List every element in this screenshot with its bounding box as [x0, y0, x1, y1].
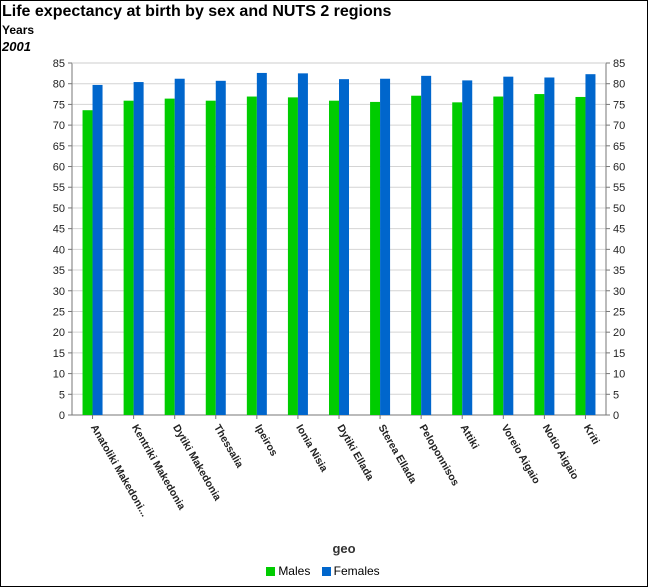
y-tick-label-right: 70 [613, 120, 625, 132]
bar-males-2 [164, 98, 175, 415]
y-tick-label-right: 10 [613, 369, 625, 381]
bar-males-0 [82, 110, 93, 415]
bar-males-12 [575, 96, 586, 416]
legend-swatch-females [321, 566, 331, 576]
bar-males-9 [452, 102, 463, 415]
y-tick-label-right: 65 [613, 141, 625, 153]
y-tick-label: 15 [53, 348, 65, 360]
y-tick-label: 40 [53, 244, 65, 256]
legend-item-females[interactable]: Females [321, 564, 380, 578]
legend-item-males[interactable]: Males [266, 564, 310, 578]
y-tick-label-right: 40 [613, 244, 625, 256]
bar-females-5 [297, 73, 308, 416]
y-tick-label: 25 [53, 306, 65, 318]
y-tick-label: 75 [53, 99, 65, 111]
x-tick-label: Ipeiros [252, 423, 280, 459]
y-tick-label-right: 85 [613, 58, 625, 70]
bar-females-10 [503, 76, 514, 415]
y-tick-label: 35 [53, 265, 65, 277]
bar-males-6 [329, 100, 339, 416]
y-tick-label: 65 [53, 141, 65, 153]
y-tick-label-right: 60 [613, 162, 625, 174]
y-tick-label: 60 [53, 162, 65, 174]
y-tick-label-right: 0 [613, 410, 619, 422]
x-tick-label: Dytiki Ellada [334, 423, 376, 483]
y-tick-label-right: 50 [613, 203, 625, 215]
y-tick-label-right: 35 [613, 265, 625, 277]
x-tick-label: Peloponnisos [417, 423, 462, 489]
y-tick-label-right: 30 [613, 286, 625, 298]
y-tick-label-right: 55 [613, 182, 625, 194]
x-tick-label: Sterea Ellada [375, 423, 418, 486]
y-tick-label: 5 [59, 389, 65, 401]
y-tick-label: 80 [53, 79, 65, 91]
bar-males-7 [370, 101, 381, 415]
x-tick-label: Thessalia [211, 423, 245, 471]
legend-label-females: Females [333, 564, 380, 578]
y-tick-label: 85 [53, 58, 65, 70]
chart-subtitle: Years [2, 23, 35, 37]
legend-swatch-males [266, 566, 276, 576]
legend: Males Females [0, 564, 646, 579]
chart-period: 2001 [2, 39, 31, 54]
bar-females-7 [380, 78, 391, 415]
y-tick-label: 70 [53, 120, 65, 132]
bar-females-12 [585, 74, 596, 415]
y-tick-label-right: 25 [613, 306, 625, 318]
bar-females-2 [174, 78, 185, 415]
bar-females-3 [215, 80, 226, 415]
bar-males-4 [246, 96, 257, 416]
bar-males-11 [534, 94, 545, 415]
y-tick-label: 55 [53, 182, 65, 194]
bar-males-5 [287, 97, 298, 415]
bar-males-10 [493, 96, 504, 416]
bar-females-11 [544, 77, 555, 416]
bar-males-8 [411, 95, 422, 415]
x-tick-label: Notio Aigaio [540, 423, 581, 482]
y-tick-label-right: 5 [613, 389, 619, 401]
bar-females-6 [339, 79, 349, 416]
x-axis-title: geo [332, 541, 355, 556]
y-tick-label: 30 [53, 286, 65, 298]
y-tick-label: 45 [53, 224, 65, 236]
y-tick-label: 0 [59, 410, 65, 422]
y-tick-label-right: 20 [613, 327, 625, 339]
y-tick-label: 10 [53, 369, 65, 381]
bar-males-3 [205, 100, 216, 416]
x-tick-label: Ionia Nisia [293, 423, 330, 475]
bar-females-4 [256, 72, 267, 416]
chart-title: Life expectancy at birth by sex and NUTS… [2, 3, 392, 20]
y-tick-label-right: 15 [613, 348, 625, 360]
legend-label-males: Males [278, 564, 311, 578]
y-tick-label: 20 [53, 327, 65, 339]
x-tick-label: Voreio Aigaio [499, 423, 543, 487]
bar-females-1 [133, 82, 144, 415]
bar-females-9 [462, 80, 473, 415]
y-tick-label-right: 45 [613, 224, 625, 236]
x-tick-label: Attiki [458, 423, 482, 452]
x-tick-label: Kriti [581, 423, 602, 447]
y-tick-label: 50 [53, 203, 65, 215]
bar-females-8 [421, 75, 432, 415]
y-tick-label-right: 80 [613, 79, 625, 91]
bar-males-1 [123, 100, 134, 416]
y-tick-label-right: 75 [613, 99, 625, 111]
bar-females-0 [92, 84, 103, 415]
